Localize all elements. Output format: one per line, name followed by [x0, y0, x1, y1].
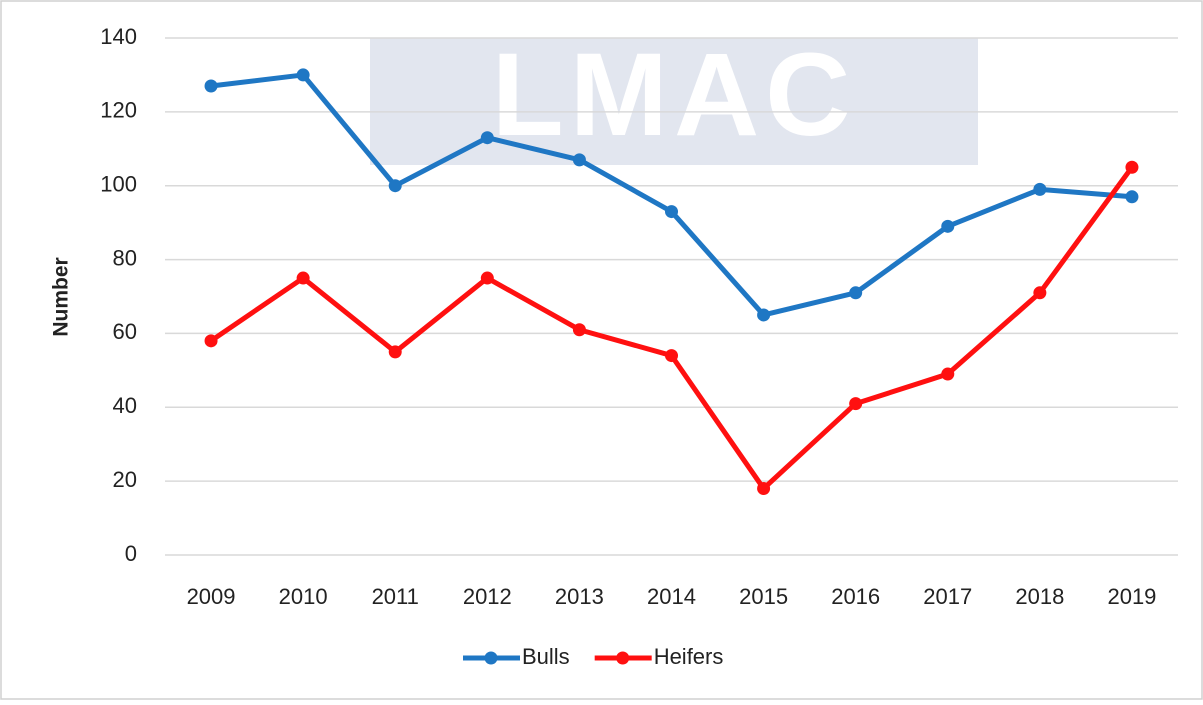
data-point — [1033, 182, 1047, 196]
y-tick-label: 20 — [113, 467, 137, 492]
x-tick-label: 2017 — [923, 584, 972, 609]
data-point — [849, 397, 863, 411]
data-point — [1125, 160, 1139, 174]
data-point — [665, 349, 678, 363]
data-point — [388, 345, 402, 359]
y-tick-label: 60 — [113, 319, 137, 344]
x-tick-label: 2018 — [1015, 584, 1064, 609]
data-point — [572, 323, 586, 337]
data-point — [296, 271, 310, 285]
y-axis-label: Number — [50, 257, 73, 336]
legend-label: Bulls — [522, 644, 570, 669]
data-point — [941, 219, 955, 233]
data-point — [1125, 190, 1139, 204]
data-point — [296, 68, 310, 82]
y-tick-label: 0 — [125, 541, 137, 566]
data-point — [204, 334, 218, 348]
x-tick-label: 2016 — [831, 584, 880, 609]
data-point — [572, 153, 586, 167]
watermark: LMAC — [492, 29, 857, 161]
y-tick-label: 100 — [100, 172, 137, 197]
data-point — [849, 286, 863, 300]
y-tick-label: 80 — [113, 245, 137, 270]
data-point — [757, 308, 771, 322]
legend-label: Heifers — [654, 644, 724, 669]
x-tick-label: 2013 — [555, 584, 604, 609]
data-point — [757, 482, 771, 496]
data-point — [388, 179, 402, 193]
x-tick-label: 2012 — [463, 584, 512, 609]
legend-marker — [484, 651, 498, 665]
data-point — [480, 271, 494, 285]
data-point — [941, 367, 955, 381]
x-tick-label: 2010 — [279, 584, 328, 609]
legend-marker — [616, 651, 630, 665]
x-tick-label: 2009 — [187, 584, 236, 609]
data-point — [204, 79, 218, 93]
data-point — [1033, 286, 1047, 300]
y-tick-label: 40 — [113, 393, 137, 418]
x-tick-label: 2011 — [372, 584, 419, 609]
data-point — [665, 205, 678, 219]
x-tick-label: 2014 — [647, 584, 696, 609]
data-point — [480, 131, 494, 145]
x-tick-label: 2015 — [739, 584, 788, 609]
y-tick-label: 120 — [100, 98, 137, 123]
y-tick-label: 140 — [100, 24, 137, 49]
x-tick-label: 2019 — [1107, 584, 1156, 609]
